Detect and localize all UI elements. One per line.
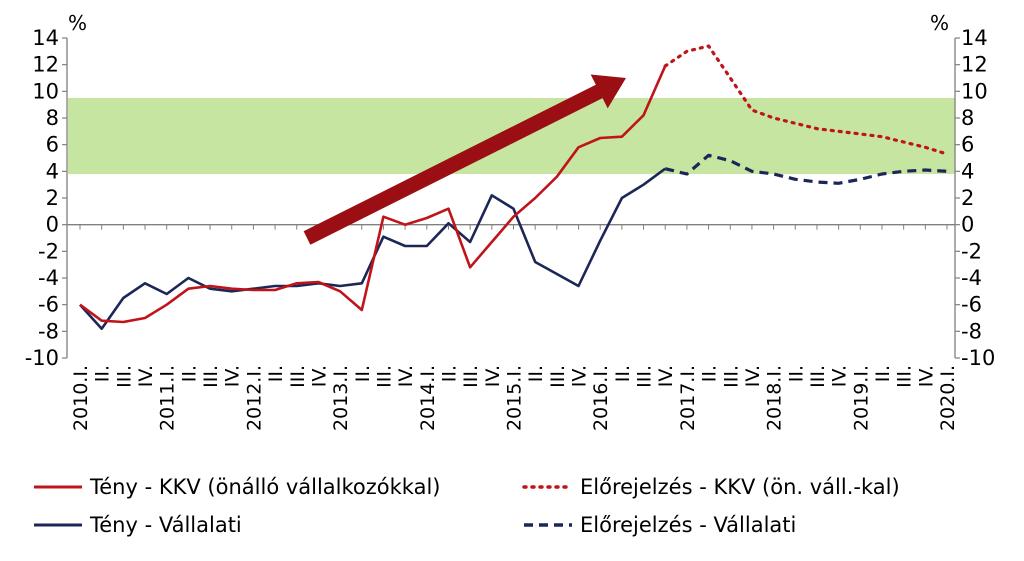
y-tick-label-right: 10 xyxy=(961,79,988,103)
y-tick-label-left: -2 xyxy=(38,239,59,263)
y-tick-label-left: 12 xyxy=(32,53,59,77)
y-tick-label-right: -2 xyxy=(961,239,982,263)
x-tick-label: II. xyxy=(872,365,894,382)
x-tick-label: 2020.I. xyxy=(937,365,959,431)
x-tick-label: II. xyxy=(92,365,114,382)
x-tick-label: IV. xyxy=(742,365,764,387)
y-tick-label-right: 12 xyxy=(961,53,988,77)
x-tick-label: II. xyxy=(265,365,287,382)
x-tick-label: III. xyxy=(113,365,135,388)
series-line-0 xyxy=(79,65,667,324)
x-tick-label: 2013.I. xyxy=(330,365,352,431)
x-tick-label: III. xyxy=(373,365,395,388)
x-tick-label: II. xyxy=(699,365,721,382)
y-tick-label-left: -8 xyxy=(38,319,59,343)
x-tick-label: III. xyxy=(634,365,656,388)
y-tick-label-left: -4 xyxy=(38,266,59,290)
x-tick-label: 2017.I. xyxy=(677,365,699,431)
trend-arrow xyxy=(303,74,627,245)
x-tick-label: IV. xyxy=(135,365,157,387)
y-tick-label-right: 8 xyxy=(961,106,974,130)
series-line-3 xyxy=(664,153,948,185)
series-line-1 xyxy=(663,44,949,156)
x-tick-label: 2012.I. xyxy=(243,365,265,431)
x-tick-label: IV. xyxy=(915,365,937,387)
y-tick-label-left: 14 xyxy=(32,26,59,50)
x-tick-label: 2019.I. xyxy=(850,365,872,431)
y-tick-label-right: -6 xyxy=(961,293,982,317)
x-tick-label: 2010.I. xyxy=(70,365,92,431)
y-tick-label-left: -10 xyxy=(25,346,59,370)
x-tick-label: 2011.I. xyxy=(157,365,179,431)
legend-label-0: Tény - KKV (önálló vállalkozókkal) xyxy=(89,475,441,499)
y-tick-label-left: 2 xyxy=(46,186,59,210)
y-unit-left: % xyxy=(68,11,87,35)
y-tick-label-left: 6 xyxy=(46,133,59,157)
y-tick-label-right: 2 xyxy=(961,186,974,210)
x-tick-label: II. xyxy=(785,365,807,382)
x-tick-label: III. xyxy=(547,365,569,388)
x-tick-label: IV. xyxy=(829,365,851,387)
y-tick-label-left: 10 xyxy=(32,79,59,103)
legend-label-3: Előrejelzés - Vállalati xyxy=(580,513,796,537)
x-tick-label: IV. xyxy=(395,365,417,387)
x-tick-label: II. xyxy=(438,365,460,382)
x-tick-label: 2014.I. xyxy=(417,365,439,431)
y-tick-label-left: 8 xyxy=(46,106,59,130)
trend-arrow-group xyxy=(303,74,627,245)
x-tick-label: IV. xyxy=(222,365,244,387)
y-unit-right: % xyxy=(930,11,949,35)
y-tick-label-left: -6 xyxy=(38,293,59,317)
x-tick-label: IV. xyxy=(569,365,591,387)
x-tick-label: II. xyxy=(352,365,374,382)
y-tick-label-right: 14 xyxy=(961,26,988,50)
x-tick-label: 2015.I. xyxy=(504,365,526,431)
y-tick-label-right: -8 xyxy=(961,319,982,343)
x-tick-label: III. xyxy=(720,365,742,388)
x-tick-label: II. xyxy=(525,365,547,382)
x-tick-label: III. xyxy=(460,365,482,388)
x-tick-label: IV. xyxy=(482,365,504,387)
y-tick-label-right: -10 xyxy=(961,346,995,370)
y-tick-label-right: -4 xyxy=(961,266,982,290)
y-tick-label-right: 0 xyxy=(961,213,974,237)
x-tick-label: IV. xyxy=(308,365,330,387)
x-tick-label: II. xyxy=(612,365,634,382)
x-tick-label: III. xyxy=(894,365,916,388)
x-tick-label: III. xyxy=(287,365,309,388)
y-tick-label-right: 4 xyxy=(961,159,974,183)
legend-label-1: Előrejelzés - KKV (ön. váll.-kal) xyxy=(580,475,900,499)
y-tick-label-left: 4 xyxy=(46,159,59,183)
x-tick-label: II. xyxy=(178,365,200,382)
y-tick-label-left: 0 xyxy=(46,213,59,237)
x-tick-label: IV. xyxy=(655,365,677,387)
x-tick-label: 2016.I. xyxy=(590,365,612,431)
y-tick-label-right: 6 xyxy=(961,133,974,157)
x-tick-label: III. xyxy=(200,365,222,388)
x-tick-label: III. xyxy=(807,365,829,388)
x-tick-label: 2018.I. xyxy=(764,365,786,431)
legend-label-2: Tény - Vállalati xyxy=(89,513,242,537)
